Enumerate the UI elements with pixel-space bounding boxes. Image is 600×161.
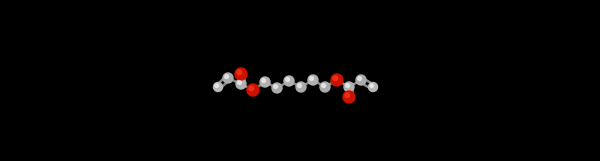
Circle shape [247,84,259,96]
Circle shape [356,75,366,85]
Circle shape [333,76,338,81]
Circle shape [310,77,314,80]
Circle shape [215,84,218,87]
Circle shape [260,77,270,87]
Circle shape [331,74,343,86]
Circle shape [370,84,373,87]
Circle shape [322,84,325,87]
Circle shape [320,82,330,92]
Circle shape [274,85,277,89]
Circle shape [236,79,246,89]
Circle shape [214,82,223,91]
Circle shape [368,82,377,91]
Circle shape [345,93,350,98]
Circle shape [237,70,242,75]
Circle shape [358,77,361,80]
Circle shape [344,82,354,92]
Circle shape [262,79,265,82]
Circle shape [298,84,302,87]
Circle shape [272,83,282,93]
Circle shape [346,84,349,87]
Circle shape [343,91,355,103]
Circle shape [238,81,241,85]
Circle shape [249,86,254,91]
Circle shape [235,68,247,80]
Circle shape [286,78,290,81]
Circle shape [223,73,233,83]
Circle shape [308,75,318,85]
Circle shape [284,76,294,86]
Circle shape [224,75,229,79]
Circle shape [296,82,306,92]
